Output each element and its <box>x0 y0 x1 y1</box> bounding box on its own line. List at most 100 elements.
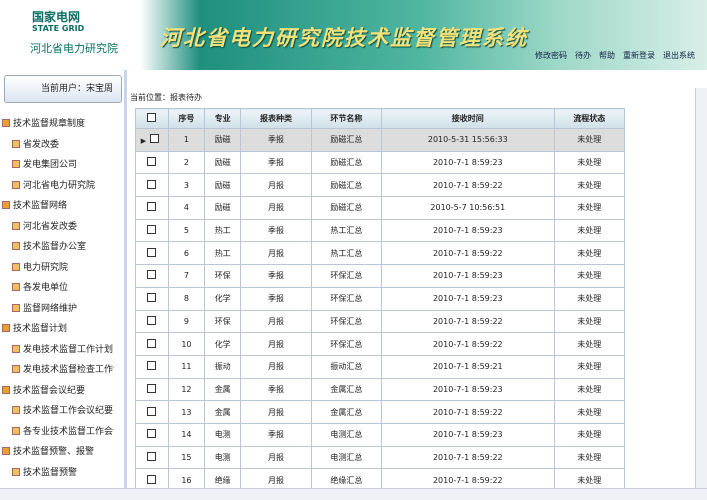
tree-item[interactable]: 河北省电力研究院 <box>0 176 114 197</box>
tree-item[interactable]: 河北省发改委 <box>0 217 114 238</box>
nav-link[interactable]: 帮助 <box>599 51 615 60</box>
select-all[interactable] <box>135 108 169 129</box>
tree-item-label: 省发改委 <box>23 139 60 150</box>
table-row[interactable]: 10 化学 月报 环保汇总 2010-7-1 8:59:22 未处理 <box>135 332 626 356</box>
row-select[interactable] <box>135 422 169 447</box>
tree-group[interactable]: 技术监督计划 <box>0 319 114 340</box>
table-cell: 月报 <box>240 354 312 379</box>
table-cell: 振动汇总 <box>310 354 383 379</box>
table-row[interactable]: 8 化学 季报 环保汇总 2010-7-1 8:59:23 未处理 <box>135 286 626 311</box>
row-select[interactable] <box>135 332 169 356</box>
tree-group[interactable]: 技术监督会议纪要 <box>0 381 114 402</box>
column-header: 专业 <box>204 108 242 129</box>
tree-group[interactable]: 技术监督预警、报警 <box>0 442 114 463</box>
table-row[interactable]: 13 金属 月报 金属汇总 2010-7-1 8:59:22 未处理 <box>135 400 626 424</box>
nav-link[interactable]: 重新登录 <box>623 51 655 60</box>
table-row[interactable]: 9 环保 月报 环保汇总 2010-7-1 8:59:22 未处理 <box>135 309 626 334</box>
table-cell: 2010-7-1 8:59:23 <box>381 218 555 243</box>
table-cell: 季报 <box>240 422 312 447</box>
table-cell: 2010-7-1 8:59:23 <box>381 150 555 175</box>
table-cell: 未处理 <box>553 377 626 402</box>
table-cell: 季报 <box>240 377 312 402</box>
table-row[interactable]: 15 电测 月报 电测汇总 2010-7-1 8:59:22 未处理 <box>135 445 626 470</box>
nav-link[interactable]: 修改密码 <box>535 51 567 60</box>
tree-item[interactable]: 省发改委 <box>0 135 114 156</box>
tree-item[interactable]: 监督网络维护 <box>0 299 114 320</box>
table-row[interactable]: ▶ 1 励磁 季报 励磁汇总 2010-5-31 15:56:33 未处理 <box>135 128 626 152</box>
tree-group[interactable]: 技术监督网络 <box>0 196 114 217</box>
row-select[interactable] <box>135 241 169 266</box>
table-cell: 2010-7-1 8:59:23 <box>381 264 555 288</box>
app-title: 河北省电力研究院技术监督管理系统 <box>160 25 528 50</box>
table-row[interactable]: 5 热工 季报 热工汇总 2010-7-1 8:59:23 未处理 <box>135 218 626 243</box>
tree-group[interactable]: 技术监督规章制度 <box>0 114 114 135</box>
table-cell: 金属汇总 <box>310 377 383 402</box>
table-cell: 3 <box>167 173 206 198</box>
row-select[interactable] <box>135 309 169 334</box>
table-row[interactable]: 4 励磁 月报 励磁汇总 2010-5-7 10:56:51 未处理 <box>135 196 626 220</box>
org-name: 河北省电力研究院 <box>30 42 118 55</box>
table-cell: 未处理 <box>553 218 626 243</box>
nav-link[interactable]: 退出系统 <box>663 51 695 60</box>
tree-item-label: 河北省发改委 <box>23 221 78 232</box>
row-select[interactable] <box>135 196 169 220</box>
row-select[interactable] <box>135 286 169 311</box>
table-cell: 月报 <box>240 332 312 356</box>
table-cell: 电测汇总 <box>310 422 383 447</box>
table-cell: 7 <box>167 264 206 288</box>
tree-item-label: 发电技术监督工作计划 <box>23 344 114 355</box>
nav-link[interactable]: 待办 <box>575 51 591 60</box>
tree-item[interactable]: 发电集团公司 <box>0 155 114 176</box>
row-select[interactable] <box>135 400 169 424</box>
table-cell: 10 <box>167 332 206 356</box>
row-select[interactable] <box>135 150 169 175</box>
row-select[interactable] <box>135 354 169 379</box>
table-cell: 励磁汇总 <box>310 196 383 220</box>
tree-item[interactable]: 发电技术监督检查工作计划 <box>0 360 114 381</box>
table-cell: 环保汇总 <box>310 332 383 356</box>
table-cell: 未处理 <box>553 241 626 266</box>
table-cell: 金属 <box>204 400 242 424</box>
tree-item[interactable]: 电力研究院 <box>0 258 114 279</box>
table-cell: 9 <box>167 309 206 334</box>
table-row[interactable]: 3 励磁 月报 励磁汇总 2010-7-1 8:59:22 未处理 <box>135 173 626 198</box>
table-cell: 励磁 <box>204 150 242 175</box>
table-cell: 未处理 <box>553 422 626 447</box>
table-cell: 2010-7-1 8:59:22 <box>381 309 555 334</box>
table-row[interactable]: 2 励磁 季报 励磁汇总 2010-7-1 8:59:23 未处理 <box>135 150 626 175</box>
table-row[interactable]: 14 电测 季报 电测汇总 2010-7-1 8:59:23 未处理 <box>135 422 626 447</box>
table-row[interactable]: 11 振动 月报 振动汇总 2010-7-1 8:59:21 未处理 <box>135 354 626 379</box>
row-select[interactable] <box>135 264 169 288</box>
table-cell: 季报 <box>240 264 312 288</box>
row-select[interactable]: ▶ <box>135 128 169 152</box>
table-row[interactable]: 6 热工 月报 热工汇总 2010-7-1 8:59:22 未处理 <box>135 241 626 266</box>
tree-item[interactable]: 发电技术监督工作计划 <box>0 340 114 361</box>
row-select[interactable] <box>135 377 169 402</box>
vertical-scrollbar[interactable] <box>695 88 707 488</box>
table-cell: 环保汇总 <box>310 309 383 334</box>
tree-item[interactable]: 技术监督预警 <box>0 463 114 484</box>
table-cell: 2010-7-1 8:59:22 <box>381 241 555 266</box>
sidebar: 当前用户：宋宝周 技术监督规章制度 省发改委 发电集团公司 河北省电力研究院 技术监督网… <box>0 70 127 500</box>
table-cell: 热工汇总 <box>310 241 383 266</box>
table-row[interactable]: 7 环保 季报 环保汇总 2010-7-1 8:59:23 未处理 <box>135 264 626 288</box>
table-cell: 未处理 <box>553 150 626 175</box>
horizontal-scrollbar[interactable] <box>0 488 707 500</box>
tree-group-label: 技术监督规章制度 <box>13 119 86 129</box>
row-select[interactable] <box>135 218 169 243</box>
row-select[interactable] <box>135 173 169 198</box>
tree-item-label: 发电技术监督检查工作计划 <box>23 365 114 375</box>
tree-item-label: 河北省电力研究院 <box>23 180 96 191</box>
table-cell: 2010-7-1 8:59:21 <box>381 354 555 379</box>
header: 国家电网 STATE GRID 河北省电力研究院 河北省电力研究院技术监督管理系… <box>0 0 707 70</box>
table-cell: 金属汇总 <box>310 400 383 424</box>
row-select[interactable] <box>135 445 169 470</box>
tree-item[interactable]: 技术监督办公室 <box>0 237 114 258</box>
table-row[interactable]: 12 金属 季报 金属汇总 2010-7-1 8:59:23 未处理 <box>135 377 626 402</box>
table-row[interactable]: 16 绝缘 月报 绝缘汇总 2010-7-1 8:59:22 未处理 <box>135 468 626 492</box>
tree-item[interactable]: 各发电单位 <box>0 278 114 299</box>
tree-item[interactable]: 技术监督工作会议纪要 <box>0 401 114 422</box>
table-cell: 励磁 <box>204 128 242 152</box>
tree-item[interactable]: 各专业技术监督工作会议纪 <box>0 422 114 443</box>
column-header: 环节名称 <box>310 108 383 129</box>
